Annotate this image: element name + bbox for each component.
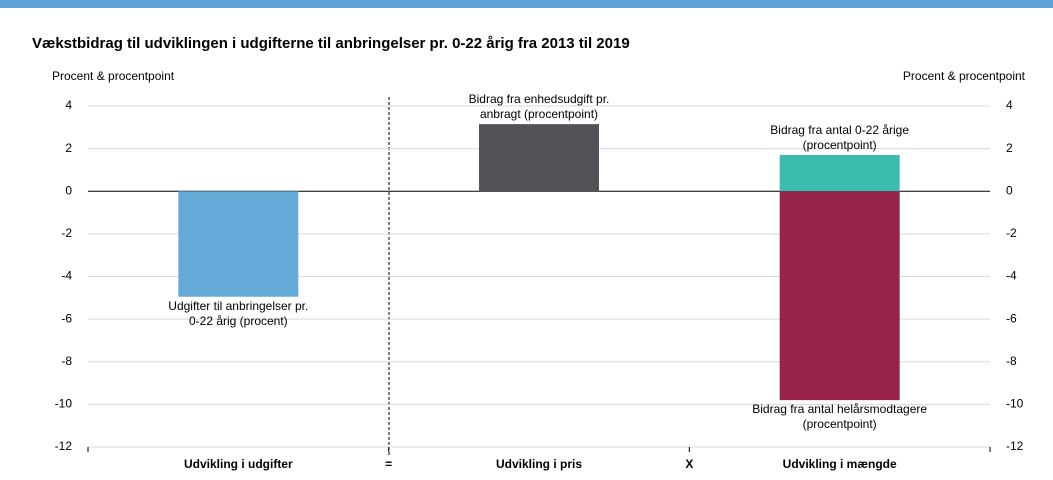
series-label: Bidrag fra antal helårsmodtagere (procen… (752, 402, 928, 432)
y-tick-label: -2 (61, 226, 72, 240)
bar (178, 191, 299, 297)
y-tick-label: -12 (55, 439, 73, 453)
bar (479, 124, 599, 192)
x-tick-label: Udvikling i udgifter (184, 457, 293, 471)
y-tick-label: 2 (65, 141, 72, 155)
y2-tick-label: -10 (1006, 397, 1024, 411)
y-tick-label: -4 (61, 269, 72, 283)
y2-tick-label: 0 (1006, 183, 1013, 197)
y-tick-label: 4 (65, 98, 72, 112)
y2-tick-label: -12 (1006, 439, 1024, 453)
x-tick-label: Udvikling i mængde (783, 457, 897, 471)
y-tick-label: -10 (55, 397, 73, 411)
series-label: Bidrag fra antal 0-22 årige (procentpoin… (770, 123, 910, 153)
y2-tick-label: 2 (1006, 141, 1013, 155)
y2-tick-label: -2 (1006, 226, 1017, 240)
operator: X (685, 457, 693, 471)
x-tick-label: Udvikling i pris (496, 457, 582, 471)
y-axis-title: Procent & procentpoint (52, 69, 175, 83)
chart-title: Vækstbidrag til udviklingen i udgifterne… (32, 35, 630, 52)
operator: = (385, 457, 392, 471)
y-tick-label: -6 (61, 311, 72, 325)
y2-tick-label: -8 (1006, 354, 1017, 368)
y-tick-label: 0 (65, 183, 72, 197)
y2-tick-label: 4 (1006, 98, 1013, 112)
bar (779, 191, 900, 401)
header-band (0, 0, 1053, 8)
bar (779, 155, 900, 192)
series-label: Udgifter til anbringelser pr. 0-22 årig … (168, 298, 309, 328)
y2-tick-label: -6 (1006, 311, 1017, 325)
series-label: Bidrag fra enhedsudgift pr. anbragt (pro… (468, 92, 610, 122)
y2-axis-title: Procent & procentpoint (903, 69, 1026, 83)
y2-tick-label: -4 (1006, 269, 1017, 283)
y-tick-label: -8 (61, 354, 72, 368)
